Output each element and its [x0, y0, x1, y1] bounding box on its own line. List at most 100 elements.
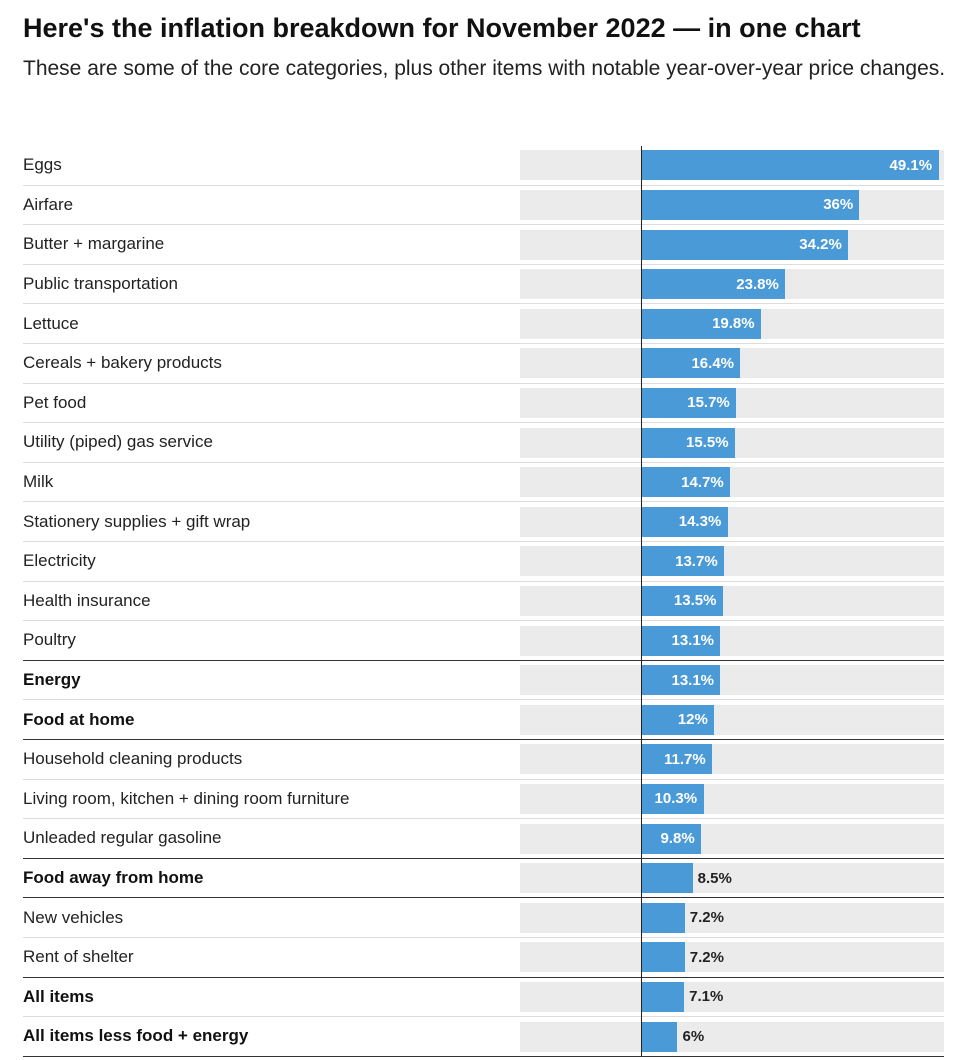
bar-track — [520, 546, 944, 577]
bar — [641, 823, 701, 854]
category-label: Unleaded regular gasoline — [23, 828, 222, 848]
row-divider — [23, 263, 944, 265]
row-divider — [23, 461, 944, 463]
category-label: Rent of shelter — [23, 947, 134, 967]
bar-track — [520, 942, 944, 973]
chart-row: Health insurance — [23, 582, 944, 622]
category-label: Lettuce — [23, 313, 79, 333]
bar-track — [520, 902, 944, 933]
row-divider — [23, 303, 944, 305]
chart-row: Eggs — [23, 146, 944, 186]
value-label: 13.5% — [673, 592, 717, 610]
bar — [641, 744, 712, 775]
group-separator — [23, 857, 944, 859]
category-label: Public transportation — [23, 274, 178, 294]
row-divider — [23, 501, 944, 503]
row-divider — [23, 620, 944, 622]
chart-row: All items less food + energy — [23, 1017, 944, 1057]
bar-chart: Eggs 49.1% Airfare 36% Butter + margarine 34.… — [0, 146, 979, 1060]
value-label: 7.2% — [689, 909, 724, 927]
bar-track — [520, 863, 944, 894]
group-separator — [23, 738, 944, 740]
category-label: Stationery supplies + gift wrap — [23, 511, 251, 531]
chart-row: Unleaded regular gasoline — [23, 819, 944, 859]
bar-track — [520, 1021, 944, 1052]
bar — [641, 229, 849, 260]
bar-track — [520, 625, 944, 656]
chart-row: Food at home — [23, 700, 944, 740]
bar — [641, 546, 725, 577]
chart-row: Living room, kitchen + dining room furni… — [23, 780, 944, 820]
chart-row: Poultry — [23, 621, 944, 661]
category-label: Food away from home — [23, 868, 204, 888]
bar — [641, 625, 721, 656]
bar-track — [520, 506, 944, 537]
row-divider — [23, 936, 944, 938]
bar — [641, 506, 728, 537]
category-label: Food at home — [23, 709, 135, 729]
bar — [641, 387, 737, 418]
category-label: Electricity — [23, 551, 96, 571]
value-label: 11.7% — [664, 750, 706, 768]
category-label: Health insurance — [23, 590, 151, 610]
chart-row: Rent of shelter — [23, 938, 944, 978]
bar — [641, 942, 685, 973]
value-label: 13.1% — [671, 671, 715, 689]
chart-row: Food away from home — [23, 859, 944, 899]
row-divider — [23, 184, 944, 186]
value-label: 7.1% — [689, 988, 724, 1006]
bar — [641, 902, 685, 933]
category-label: Utility (piped) gas service — [23, 432, 213, 452]
chart-row: Energy — [23, 661, 944, 701]
bar — [641, 189, 860, 220]
zero-axis-line — [640, 146, 642, 1056]
row-divider — [23, 422, 944, 424]
chart-row: Utility (piped) gas service — [23, 423, 944, 463]
value-label: 15.5% — [686, 434, 729, 451]
category-label: Household cleaning products — [23, 749, 243, 769]
row-divider — [23, 699, 944, 701]
bar-track — [520, 467, 944, 498]
value-label: 16.4% — [691, 354, 735, 372]
category-label: Airfare — [23, 194, 74, 214]
chart-row: Milk — [23, 463, 944, 503]
bar-track — [520, 744, 944, 775]
chart-row: Household cleaning products — [23, 740, 944, 780]
chart-row: Airfare — [23, 186, 944, 226]
chart-row: Pet food — [23, 384, 944, 424]
category-label: Energy — [23, 670, 81, 690]
bar — [641, 863, 693, 894]
chart-row: Stationery supplies + gift wrap — [23, 502, 944, 542]
value-label: 15.7% — [687, 394, 730, 412]
bar — [641, 269, 786, 300]
category-label: Milk — [23, 472, 54, 492]
category-label: Butter + margarine — [23, 234, 165, 254]
bar — [641, 783, 704, 814]
category-label: All items less food + energy — [23, 1026, 249, 1046]
chart-row: Lettuce — [23, 304, 944, 344]
category-label: Poultry — [23, 630, 76, 650]
row-divider — [23, 540, 944, 542]
row-divider — [23, 342, 944, 344]
value-label: 19.8% — [712, 315, 755, 333]
category-label: Pet food — [23, 392, 87, 412]
bar — [641, 427, 736, 458]
bar — [641, 467, 731, 498]
category-label: Eggs — [23, 155, 62, 175]
chart-title: Here's the inflation breakdown for Novem… — [23, 13, 861, 43]
bar — [641, 308, 762, 339]
chart-row: All items — [23, 978, 944, 1018]
bar — [641, 150, 939, 181]
group-separator — [23, 1055, 944, 1057]
chart-row: Public transportation — [23, 265, 944, 305]
value-label: 13.1% — [671, 632, 715, 649]
category-label: Living room, kitchen + dining room furni… — [23, 788, 350, 808]
bar — [641, 704, 714, 735]
chart-subtitle: These are some of the core categories, p… — [23, 57, 946, 80]
bar-track — [520, 783, 944, 814]
chart-row: Cereals + bakery products — [23, 344, 944, 384]
value-label: 6% — [682, 1028, 705, 1045]
value-label: 13.7% — [675, 552, 718, 570]
bar — [641, 981, 685, 1012]
category-label: New vehicles — [23, 907, 124, 927]
